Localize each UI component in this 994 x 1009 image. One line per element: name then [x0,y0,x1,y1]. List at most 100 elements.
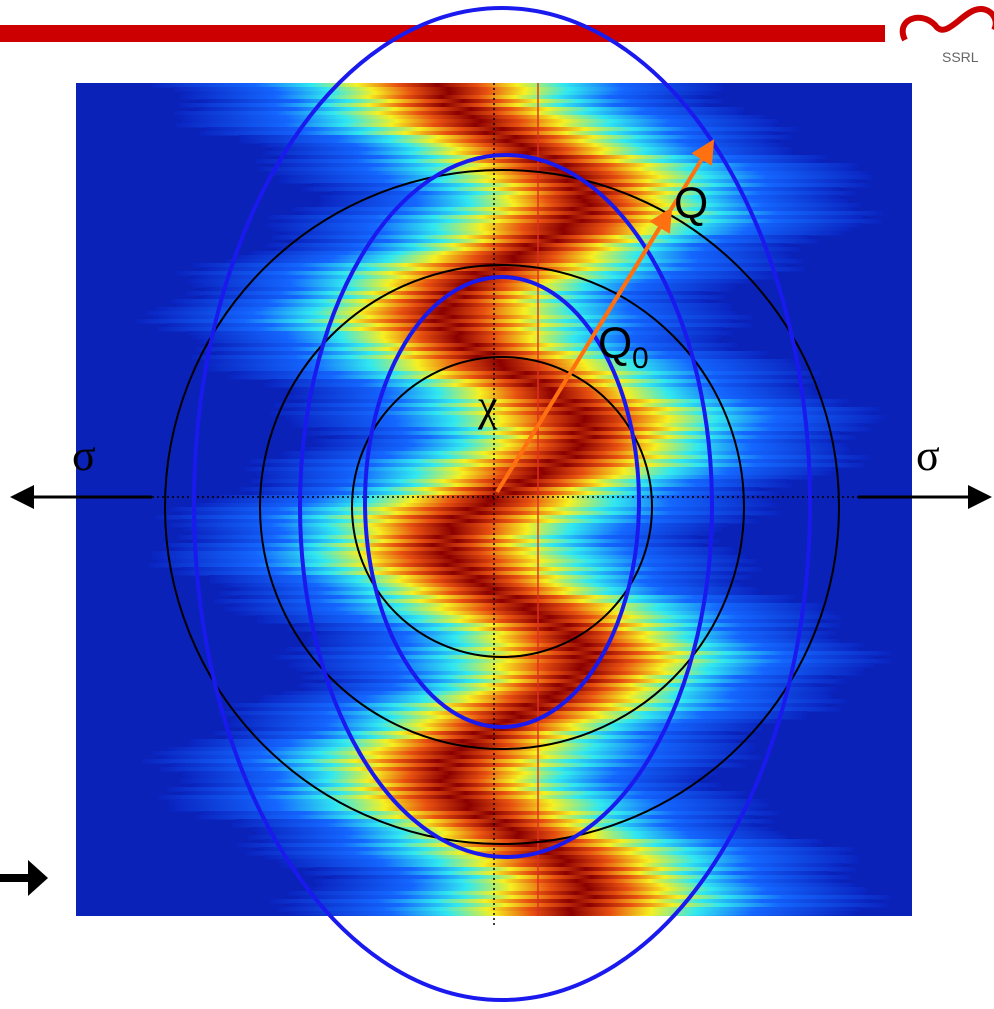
heatmap-strip [282,219,883,224]
heatmap-strip [262,151,792,156]
heatmap-strip [260,143,784,148]
heatmap-strip [314,867,856,872]
heatmap-strip [250,459,848,464]
heatmap-strip [250,491,778,496]
heatmap-strip [305,431,840,436]
heatmap-strip [157,327,724,332]
heatmap-strip [189,739,737,744]
heatmap-strip [267,223,862,228]
heatmap-strip [274,655,874,660]
heatmap-strip [313,439,834,444]
heatmap-strip [300,651,892,656]
heatmap-strip [239,139,775,144]
sigma-left-label: σ [72,431,96,480]
heatmap-strip [184,775,708,780]
heatmap-strip [315,631,836,636]
heatmap-strip [175,123,776,128]
heatmap-strip [194,539,720,544]
heatmap-strip [186,331,734,336]
heatmap-strip [262,695,833,700]
heatmap-strip [239,595,796,600]
heatmap-strip [205,359,795,364]
heatmap-strip [273,403,843,408]
heatmap-strip [205,287,733,292]
heatmap-strip [181,567,763,572]
heatmap-strip [290,387,812,392]
heatmap-strip [179,519,759,524]
heatmap-strip [219,591,757,596]
heatmap-strip [318,203,861,208]
heatmap-strip [249,251,789,256]
heatmap-strip [202,99,724,104]
heatmap-strip [314,671,863,676]
heatmap-strip [168,747,755,752]
heatmap-strip [271,235,812,240]
heatmap-strip [178,103,709,108]
heatmap-strip [319,427,872,432]
heatmap-strip [281,863,843,868]
heatmap-strip [286,627,816,632]
heatmap-strip [255,471,832,476]
heatmap-strip [266,243,787,248]
heatmap-strip [228,375,798,380]
heatmap-strip [183,791,748,796]
circles [164,169,840,845]
heatmap-strip [291,423,865,428]
heatmap-strip [272,147,793,152]
heatmap-strip [169,523,728,528]
heatmap-strip [310,887,868,892]
heatmap-strip [163,543,704,548]
heatmap-strip [272,227,853,232]
heatmap-strip [331,875,852,880]
heatmap-strip [259,699,848,704]
heatmap-strip [265,463,866,468]
heatmap-strip [304,447,851,452]
heatmap-strip [174,111,743,116]
heatmap-strip [225,735,756,740]
heatmap-strip [256,831,783,836]
heatmap-strip [173,87,724,92]
heatmap-strip [306,639,842,644]
heatmap-strip [152,751,751,756]
heatmap-strip [264,383,796,388]
heatmap-strip [317,443,847,448]
heatmap-strip [244,467,837,472]
ellipses [192,6,812,1002]
heatmap-strip [190,531,716,536]
heatmap-strip [179,115,767,120]
heatmap-strip [180,511,781,516]
heatmap-strip [199,131,773,136]
logo: SSRL [899,6,994,65]
heatmap-strip [245,851,846,856]
heatmap-strip [169,507,765,512]
heatmap-strip [188,743,756,748]
heatmap-strip [319,195,840,200]
heatmap-strip [300,399,850,404]
heatmap-strip [287,891,865,896]
heatmap-strip [282,155,827,160]
q0-subscript: 0 [632,342,649,375]
heatmap-strip [297,683,820,688]
heatmap-strip [258,475,815,480]
heatmap-strip [208,579,736,584]
heatmap-strip [321,199,848,204]
heatmap-strip [201,363,801,368]
heatmap-strip [252,827,773,832]
heatmap-strip [314,879,839,884]
heatmap-strip [293,239,820,244]
heatmap-strip [231,823,757,828]
heatmap-strip [179,779,701,784]
heatmap-strip [278,179,856,184]
heatmap-strip [218,711,808,716]
heatmap-strip [300,675,832,680]
heatmap-strip [167,323,753,328]
heatmap-strip [183,91,716,96]
heatmap-strip [196,815,754,820]
heatmap-strip [246,835,788,840]
q-label: Q [674,179,708,228]
heatmap-strip [182,527,722,532]
heatmap-strip [176,271,773,276]
heatmap-strip [230,719,783,724]
heatmap-strip [170,807,764,812]
heatmap-strip [307,635,831,640]
